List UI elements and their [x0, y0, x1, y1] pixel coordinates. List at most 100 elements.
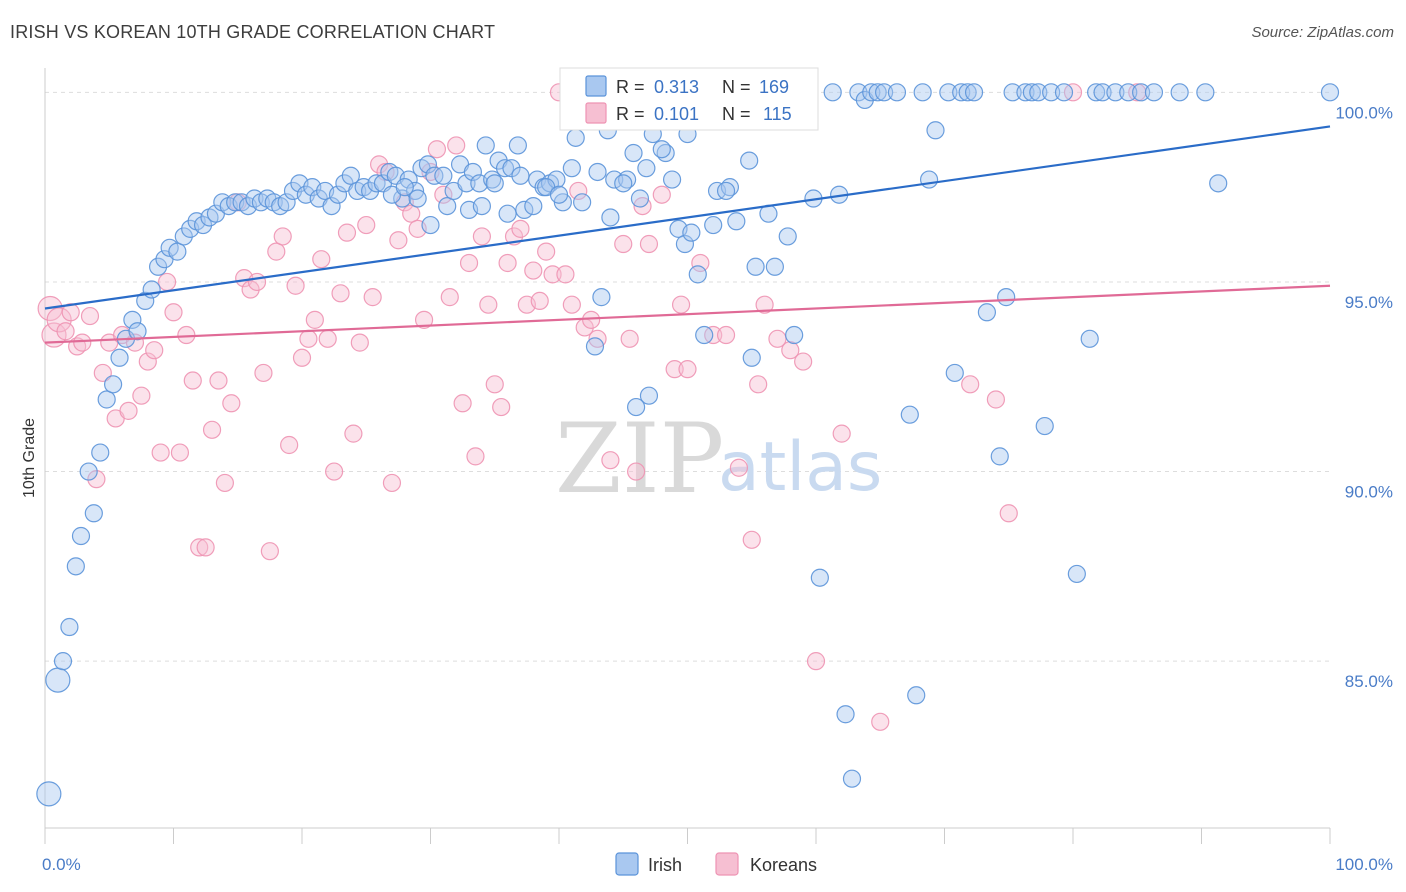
koreans-point-61: [427, 140, 447, 159]
irish-point-101: [727, 212, 746, 231]
koreans-point-65: [453, 394, 472, 413]
koreans-point-25: [196, 538, 215, 557]
irish-series-label: Irish: [648, 855, 682, 875]
koreans-point-50: [357, 215, 376, 235]
koreans-point-3: [56, 322, 75, 341]
koreans-point-40: [292, 348, 312, 367]
irish-point-175: [472, 196, 491, 216]
koreans-point-64: [447, 136, 466, 155]
irish-point-14: [128, 322, 147, 341]
koreans-point-112: [999, 504, 1018, 523]
irish-point-65: [463, 162, 483, 182]
irish-point-150: [1170, 83, 1189, 102]
irish-point-6: [79, 462, 98, 481]
irish-point-147: [1119, 83, 1138, 102]
y-axis-title: 10th Grade: [21, 418, 38, 498]
irish-point-118: [862, 83, 881, 102]
koreans-point-19: [157, 272, 177, 292]
irish-point-111: [810, 568, 829, 587]
irish-point-121: [887, 83, 907, 102]
irish-point-164: [742, 348, 761, 367]
koreans-point-16: [138, 352, 157, 371]
irish-point-13: [123, 310, 142, 329]
irish-point-89: [637, 159, 656, 178]
irish-point-7: [84, 504, 103, 523]
koreans-point-89: [620, 329, 639, 348]
koreans-point-111: [986, 390, 1006, 409]
koreans-point-47: [337, 223, 357, 242]
irish-point-87: [624, 143, 643, 163]
irish-point-92: [662, 170, 682, 189]
irish-point-173: [524, 196, 543, 216]
irish-point-9: [97, 390, 116, 409]
irish-point-153: [1320, 83, 1340, 102]
koreans-point-54: [382, 473, 402, 493]
koreans-point-20: [164, 303, 183, 322]
irish-point-70: [495, 159, 515, 178]
irish-point-94: [675, 234, 695, 254]
irish-point-126: [926, 121, 945, 140]
x-tick-labels: 0.0% 100.0%: [42, 855, 1393, 874]
koreans-point-15: [132, 386, 151, 405]
koreans-point-101: [742, 530, 761, 549]
koreans-point-94: [665, 360, 684, 379]
irish-legend-swatch: [585, 75, 607, 97]
irish-point-96: [688, 265, 707, 284]
koreans-point-44: [318, 329, 337, 348]
irish-point-171: [588, 162, 607, 182]
irish-point-161: [716, 181, 736, 201]
koreans-point-82: [562, 295, 581, 314]
koreans-r-label: R =: [616, 104, 645, 124]
koreans-point-83: [569, 181, 588, 201]
koreans-point-68: [472, 227, 491, 246]
koreans-point-43: [312, 250, 331, 269]
koreans-n-label: N =: [722, 104, 751, 124]
irish-point-103: [746, 257, 765, 276]
koreans-point-72: [498, 253, 517, 273]
irish-point-10: [104, 375, 123, 394]
irish-point-72: [508, 136, 527, 155]
irish-point-79: [566, 128, 585, 147]
koreans-point-105: [781, 341, 800, 360]
irish-point-116: [849, 83, 868, 102]
koreans-point-71: [492, 397, 511, 417]
koreans-point-29: [222, 394, 241, 413]
irish-point-8: [91, 443, 110, 462]
koreans-point-52: [370, 155, 389, 174]
irish-point-59: [418, 155, 438, 174]
koreans-point-76: [524, 261, 543, 280]
koreans-point-38: [280, 435, 299, 455]
irish-point-130: [958, 83, 977, 102]
irish-point-77: [547, 170, 566, 189]
koreans-point-36: [267, 242, 286, 261]
irish-point-108: [785, 325, 804, 345]
koreans-point-90: [626, 462, 646, 481]
irish-point-167: [421, 215, 440, 235]
irish-point-138: [1029, 83, 1048, 102]
koreans-point-63: [440, 288, 459, 307]
koreans-point-95: [671, 295, 691, 314]
koreans-point-23: [183, 371, 202, 390]
irish-point-20: [168, 242, 187, 261]
irish-point-174: [498, 204, 517, 223]
koreans-point-81: [556, 265, 575, 284]
koreans-point-7: [80, 306, 100, 326]
irish-r-label: R =: [616, 77, 645, 97]
koreans-point-88: [614, 234, 633, 254]
koreans-point-51: [363, 288, 382, 307]
stats-legend: R = 0.313 N = 169 R = 0.101 N = 115: [559, 67, 819, 131]
irish-point-158: [614, 174, 633, 193]
koreans-r-value: 0.101: [654, 104, 699, 124]
koreans-point-24: [190, 538, 209, 557]
irish-point-139: [1035, 416, 1054, 436]
irish-point-151: [1196, 83, 1215, 102]
irish-point-157: [434, 166, 453, 185]
y-tick-label-2: 95.0%: [1345, 293, 1393, 312]
irish-point-145: [1093, 83, 1112, 102]
koreans-point-102: [749, 375, 768, 394]
koreans-point-107: [806, 652, 826, 671]
irish-point-146: [1106, 83, 1125, 102]
irish-point-122: [900, 405, 919, 424]
irish-point-105: [765, 257, 784, 276]
koreans-point-26: [202, 420, 222, 439]
